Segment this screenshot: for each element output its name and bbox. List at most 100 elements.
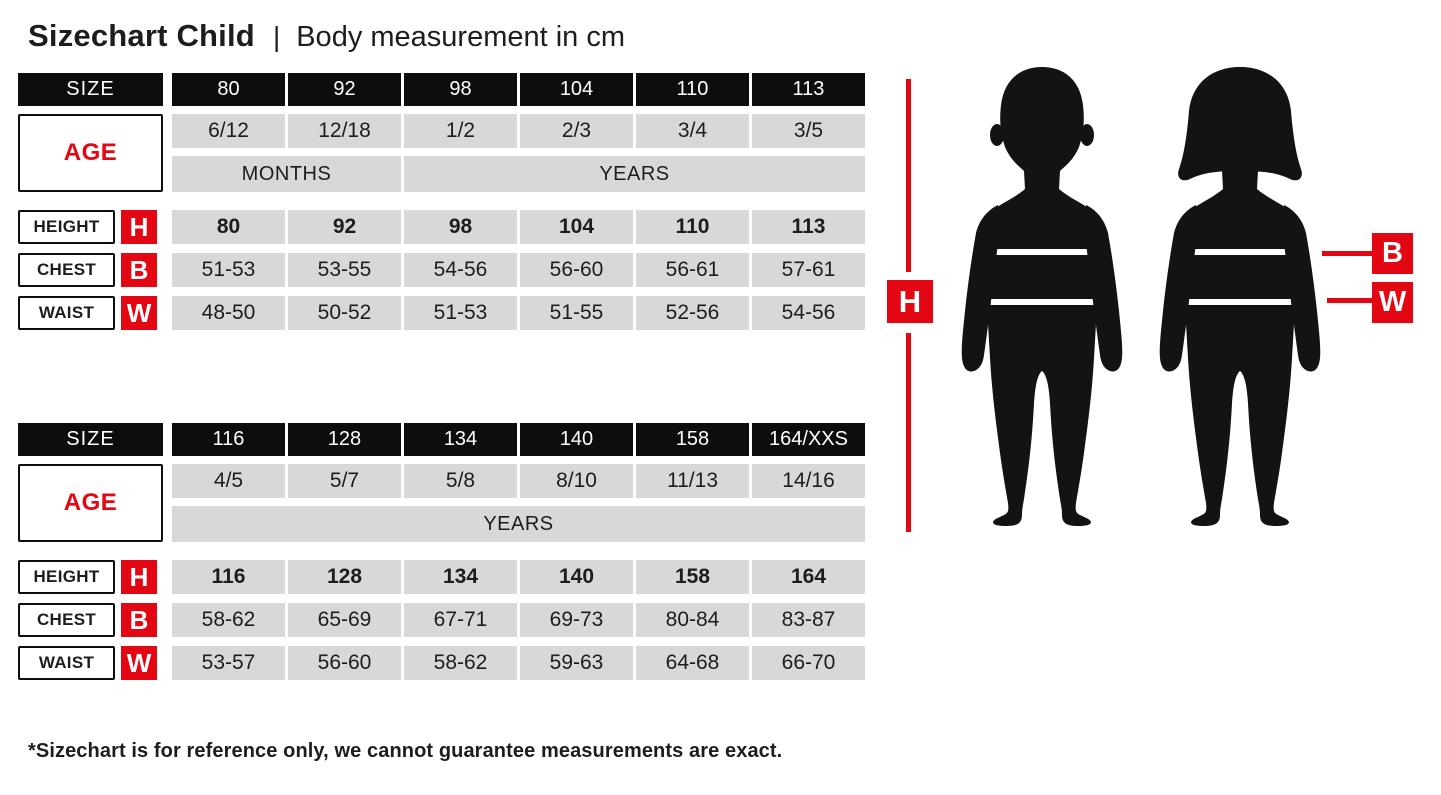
measure-value-cell: 58-62 [404,646,517,680]
age-units-row: MONTHS YEARS [172,156,865,192]
measure-value-cell: 51-53 [404,296,517,330]
measure-value-cell: 113 [752,210,865,244]
boy-chest-line [986,249,1108,255]
measure-value-cell: 56-61 [636,253,749,287]
size-table-small-sizes: SIZE 80 92 98 104 110 113 AGE 6/12 12/18 1/2 2/3 3/4… [18,73,878,339]
girl-chest-line [1184,249,1306,255]
boy-ear-right [1080,124,1094,146]
size-header-label: SIZE [18,423,163,456]
measurement-row: WAIST W 48-50 50-52 51-53 51-55 52-56 54-56 [18,296,878,330]
age-section: AGE 4/5 5/7 5/8 8/10 11/13 14/16 YEARS [18,464,878,542]
age-label: AGE [18,464,163,542]
measure-value-cell: 66-70 [752,646,865,680]
measure-value-cell: 64-68 [636,646,749,680]
size-header-cell: 98 [404,73,517,106]
age-rows: 4/5 5/7 5/8 8/10 11/13 14/16 YEARS [172,464,865,542]
measure-key-w: W [121,646,157,680]
measure-value-cell: 65-69 [288,603,401,637]
measure-value-cell: 59-63 [520,646,633,680]
girl-waist-line [1186,299,1304,305]
measurement-label-area: HEIGHT H [18,210,169,244]
measurement-label-area: HEIGHT H [18,560,169,594]
measure-value-cell: 69-73 [520,603,633,637]
chest-pointer-line [1322,251,1372,256]
page-title: Sizechart Child | Body measurement in cm [28,18,625,54]
measurement-row: HEIGHT H 80 92 98 104 110 113 [18,210,878,244]
measure-value-cell: 134 [404,560,517,594]
measurement-row: CHEST B 51-53 53-55 54-56 56-60 56-61 57-61 [18,253,878,287]
size-header-row: SIZE 116 128 134 140 158 164/XXS [18,423,878,456]
title-separator: | [272,21,281,52]
measure-value-cell: 54-56 [404,253,517,287]
measure-value-cell: 80-84 [636,603,749,637]
measure-value-cell: 50-52 [288,296,401,330]
age-unit-cell: YEARS [172,506,865,542]
size-header-cell: 164/XXS [752,423,865,456]
height-line-lower [906,333,911,532]
title-subtitle: Body measurement in cm [296,21,626,53]
size-header-row: SIZE 80 92 98 104 110 113 [18,73,878,106]
measure-value-cell: 53-55 [288,253,401,287]
boy-silhouette [961,67,1123,526]
age-cell: 2/3 [520,114,633,148]
measure-value-cell: 110 [636,210,749,244]
age-cell: 1/2 [404,114,517,148]
measure-value-cell: 52-56 [636,296,749,330]
measure-value-cell: 54-56 [752,296,865,330]
measure-label-height: HEIGHT [18,560,115,594]
measure-key-w: W [121,296,157,330]
height-line-upper [906,79,911,272]
measure-value-cell: 56-60 [520,253,633,287]
size-header-cell: 92 [288,73,401,106]
measure-value-cell: 164 [752,560,865,594]
age-unit-cell: YEARS [404,156,865,192]
measure-label-chest: CHEST [18,253,115,287]
size-header-cell: 104 [520,73,633,106]
girl-arm-right [1282,205,1321,372]
age-cell: 4/5 [172,464,285,498]
measure-key-h: H [121,560,157,594]
measure-key-b: B [121,253,157,287]
measurement-row: HEIGHT H 116 128 134 140 158 164 [18,560,878,594]
age-values-row: 6/12 12/18 1/2 2/3 3/4 3/5 [172,114,865,148]
measure-value-cell: 67-71 [404,603,517,637]
measure-key-h: H [121,210,157,244]
disclaimer-note: *Sizechart is for reference only, we can… [28,740,783,762]
girl-arm-left [1159,205,1198,372]
age-label: AGE [18,114,163,192]
size-header-cell: 128 [288,423,401,456]
title-main: Sizechart Child [28,18,255,53]
girl-hair [1178,67,1302,181]
age-cell: 11/13 [636,464,749,498]
measure-value-cell: 98 [404,210,517,244]
age-cell: 6/12 [172,114,285,148]
measure-value-cell: 58-62 [172,603,285,637]
age-values-row: 4/5 5/7 5/8 8/10 11/13 14/16 [172,464,865,498]
measure-value-cell: 158 [636,560,749,594]
measure-value-cell: 128 [288,560,401,594]
chest-badge: B [1372,233,1413,274]
girl-silhouette [1159,67,1321,526]
boy-arm-right [1084,205,1123,372]
measure-value-cell: 56-60 [288,646,401,680]
boy-arm-left [961,205,1000,372]
age-section: AGE 6/12 12/18 1/2 2/3 3/4 3/5 MONTHS YEARS [18,114,878,192]
measurement-label-area: WAIST W [18,296,169,330]
measure-value-cell: 83-87 [752,603,865,637]
size-table-large-sizes: SIZE 116 128 134 140 158 164/XXS AGE 4/5 5/7 5/8 8/… [18,423,878,689]
measure-label-height: HEIGHT [18,210,115,244]
waist-pointer-line [1327,298,1372,303]
measure-value-cell: 116 [172,560,285,594]
age-cell: 12/18 [288,114,401,148]
measure-label-waist: WAIST [18,646,115,680]
size-header-cell: 116 [172,423,285,456]
measure-key-b: B [121,603,157,637]
measure-label-waist: WAIST [18,296,115,330]
height-badge: H [887,280,933,323]
measure-value-cell: 57-61 [752,253,865,287]
measurement-label-area: CHEST B [18,603,169,637]
size-header-cell: 140 [520,423,633,456]
age-cell: 5/8 [404,464,517,498]
boy-waist-line [988,299,1106,305]
